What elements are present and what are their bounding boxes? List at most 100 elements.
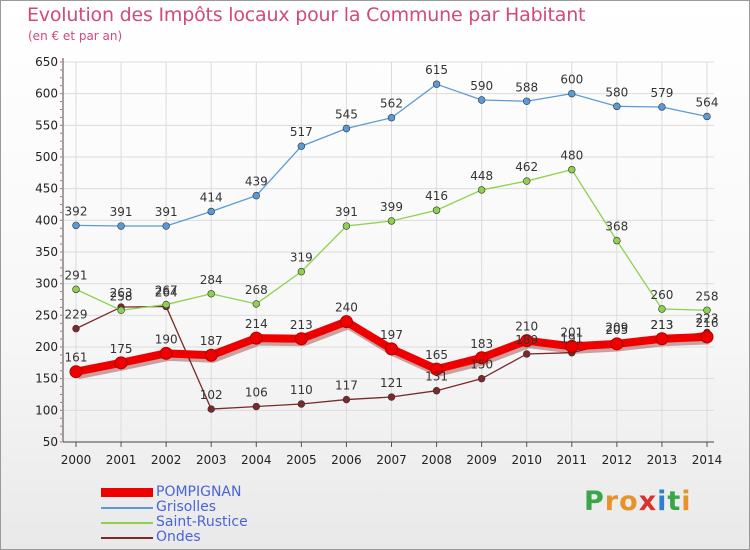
y-axis-minor-tick — [60, 61, 62, 63]
data-label: 480 — [560, 149, 583, 163]
y-tick-label: 250 — [35, 308, 58, 322]
y-axis-minor-tick — [60, 433, 62, 435]
data-label: 391 — [110, 205, 133, 219]
data-point — [387, 217, 396, 225]
data-point — [523, 97, 531, 105]
data-label: 258 — [110, 289, 133, 303]
y-axis-minor-tick — [60, 306, 62, 308]
data-point — [252, 191, 260, 200]
data-label: 260 — [650, 288, 673, 302]
data-point — [703, 306, 711, 314]
data-point — [385, 342, 398, 356]
logo-letter: r — [604, 486, 620, 517]
logo-letter: x — [638, 486, 658, 517]
data-label: 189 — [515, 333, 538, 347]
y-axis-minor-tick — [60, 140, 62, 142]
data-point — [162, 222, 170, 230]
data-point — [477, 186, 486, 194]
x-tick-label: 2002 — [151, 453, 182, 467]
data-label: 210 — [515, 320, 538, 334]
x-tick-label: 2006 — [331, 453, 362, 467]
data-label: 368 — [605, 220, 628, 234]
x-tick-label: 2004 — [241, 453, 272, 467]
y-axis-minor-tick — [60, 401, 62, 403]
data-label: 209 — [605, 320, 628, 334]
data-label: 191 — [560, 332, 583, 346]
data-label: 213 — [650, 318, 673, 332]
y-axis-minor-tick — [60, 116, 62, 118]
y-tick-label: 600 — [35, 87, 58, 101]
data-label: 183 — [470, 337, 493, 351]
y-axis-minor-tick — [60, 267, 62, 269]
data-point — [655, 332, 669, 346]
y-axis-minor-tick — [60, 378, 62, 380]
data-label: 216 — [696, 316, 719, 330]
x-tick-label: 2013 — [647, 453, 678, 467]
y-tick-label: 450 — [35, 182, 58, 196]
legend-swatch — [101, 521, 153, 524]
data-label: 223 — [696, 311, 719, 325]
data-label: 545 — [335, 108, 358, 122]
series-saint-rustice — [72, 165, 711, 314]
data-label: 268 — [245, 283, 268, 297]
data-point — [658, 103, 666, 111]
y-axis-minor-tick — [60, 156, 62, 158]
data-label: 414 — [200, 190, 223, 204]
y-axis-minor-tick — [60, 93, 62, 95]
data-label: 517 — [290, 125, 313, 139]
data-label: 213 — [650, 318, 673, 332]
data-label: 201 — [560, 325, 583, 339]
data-point — [252, 402, 260, 411]
data-label: 190 — [155, 332, 178, 346]
data-point — [700, 330, 714, 344]
data-label: 291 — [65, 268, 88, 282]
data-point — [568, 89, 576, 98]
x-tick-label: 2010 — [511, 453, 542, 467]
y-axis-minor-tick — [60, 370, 62, 372]
y-axis-minor-tick — [60, 148, 62, 150]
data-point — [475, 351, 489, 365]
x-tick-label: 2014 — [692, 453, 723, 467]
data-label: 319 — [290, 251, 313, 265]
data-label: 392 — [65, 204, 88, 218]
data-label: 175 — [110, 342, 133, 356]
data-point — [523, 177, 531, 185]
y-tick-label: 350 — [35, 245, 58, 259]
logo-letter: i — [681, 486, 692, 517]
data-label: 214 — [245, 317, 268, 331]
series-pompignan — [69, 315, 714, 380]
data-point — [297, 400, 306, 408]
data-point — [523, 350, 531, 358]
data-label: 462 — [515, 160, 538, 174]
x-tick-label: 2011 — [557, 453, 588, 467]
y-tick-label: 50 — [43, 435, 58, 449]
data-label: 399 — [380, 200, 403, 214]
data-point — [204, 348, 218, 362]
series-grisolles — [72, 80, 711, 230]
data-point — [72, 285, 80, 294]
data-point — [565, 339, 579, 353]
y-axis-minor-tick — [60, 196, 62, 198]
legend-label: Grisolles — [156, 499, 217, 515]
y-axis-minor-tick — [60, 251, 62, 253]
y-tick-label: 150 — [35, 372, 58, 386]
data-label: 258 — [696, 289, 719, 303]
y-axis-minor-tick — [60, 85, 62, 87]
legend-swatch — [101, 506, 153, 509]
data-label: 267 — [155, 284, 178, 298]
data-point — [114, 356, 128, 370]
data-point — [252, 300, 260, 308]
data-point — [339, 315, 353, 329]
data-label: 416 — [425, 189, 448, 203]
y-axis-minor-tick — [60, 172, 62, 174]
data-label: 580 — [605, 85, 628, 99]
data-label: 121 — [380, 376, 403, 390]
legend-label: Saint-Rustice — [156, 514, 248, 530]
data-label: 150 — [470, 358, 493, 372]
data-label: 165 — [425, 348, 448, 362]
legend-swatch — [101, 488, 153, 497]
data-point — [387, 393, 396, 401]
y-axis-minor-tick — [60, 243, 62, 245]
logo-letter: P — [584, 486, 605, 517]
data-label: 564 — [696, 95, 719, 109]
